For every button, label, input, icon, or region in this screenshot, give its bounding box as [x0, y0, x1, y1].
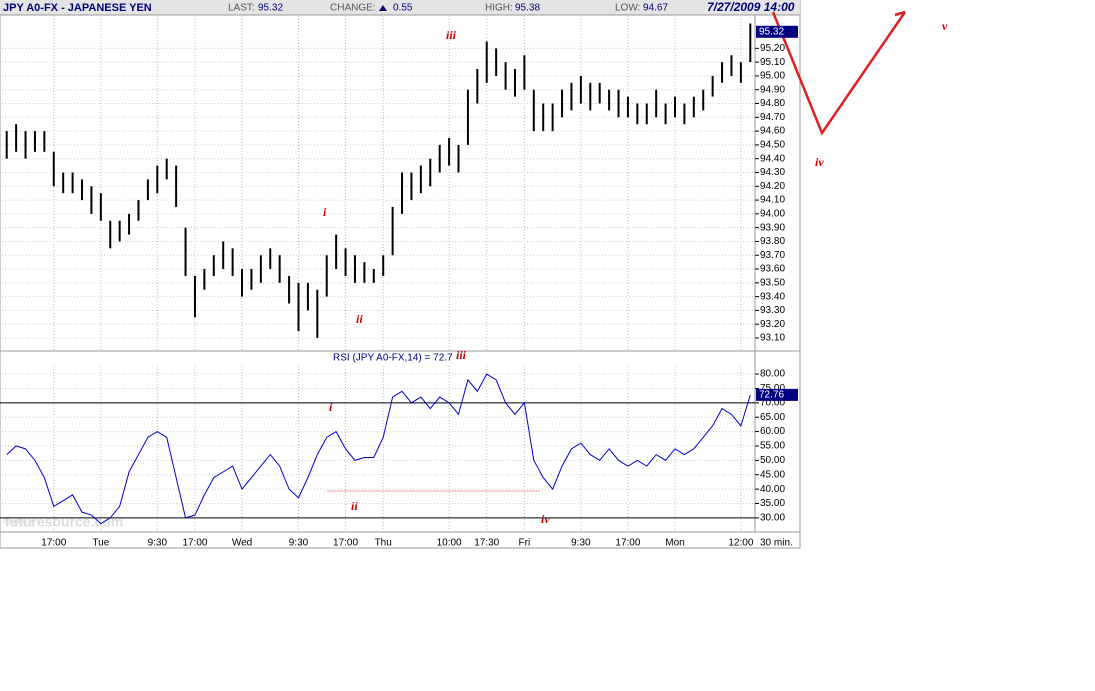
last-box: [756, 388, 798, 401]
last-box-label: 95.32: [759, 26, 784, 37]
x-tick-label: 10:00: [437, 538, 462, 549]
y-tick-label: 94.80: [760, 98, 785, 109]
high-value: 95.38: [515, 3, 540, 14]
y-tick-label: 70.00: [760, 397, 785, 408]
y-tick-label: 93.40: [760, 291, 785, 302]
change-value: 0.55: [393, 3, 413, 14]
y-tick-label: 93.70: [760, 250, 785, 261]
y-tick-label: 94.20: [760, 181, 785, 192]
annotation: i: [323, 205, 327, 219]
annotation: ii: [351, 499, 358, 513]
annotation: ii: [356, 312, 363, 326]
y-tick-label: 30.00: [760, 513, 785, 524]
y-tick-label: 94.00: [760, 209, 785, 220]
last-box: [756, 25, 798, 38]
y-tick-label: 94.70: [760, 112, 785, 123]
last-value: 95.32: [258, 3, 283, 14]
annotation: iii: [456, 348, 467, 362]
x-tick-label: Mon: [665, 538, 684, 549]
y-tick-label: 95.20: [760, 43, 785, 54]
frame: [0, 0, 801, 549]
y-tick-label: 94.30: [760, 167, 785, 178]
x-tick-label: 9:30: [571, 538, 591, 549]
y-tick-label: 65.00: [760, 412, 785, 423]
drawn-arrow: [894, 10, 906, 17]
x-tick-label: Tue: [92, 538, 109, 549]
last-label: LAST:: [228, 3, 255, 14]
annotation: iii: [446, 28, 457, 42]
x-tick-label: Fri: [519, 538, 531, 549]
high-label: HIGH:: [485, 3, 513, 14]
watermark-brand: futuresource.com: [5, 514, 123, 530]
y-tick-label: 40.00: [760, 484, 785, 495]
y-tick-label: 93.50: [760, 277, 785, 288]
x-tick-label: Thu: [375, 538, 392, 549]
y-tick-label: 93.80: [760, 236, 785, 247]
x-tick-label: Wed: [232, 538, 252, 549]
y-tick-label: 94.50: [760, 140, 785, 151]
x-tick-label: 17:00: [182, 538, 207, 549]
x-axis-label: 30 min.: [760, 538, 793, 549]
y-tick-label: 94.40: [760, 153, 785, 164]
header-datetime: 7/27/2009 14:00: [707, 0, 795, 14]
x-tick-label: 17:00: [41, 538, 66, 549]
annotation: i: [329, 400, 333, 414]
y-tick-label: 75.00: [760, 383, 785, 394]
y-tick-label: 93.10: [760, 333, 785, 344]
y-tick-label: 93.90: [760, 222, 785, 233]
watermark-powered: Powered by: [3, 520, 35, 526]
y-tick-label: 93.60: [760, 264, 785, 275]
x-tick-label: 17:00: [615, 538, 640, 549]
rsi-line: [6, 373, 751, 525]
up-arrow: [379, 5, 387, 11]
x-tick-label: 9:30: [289, 538, 309, 549]
y-tick-label: 93.20: [760, 319, 785, 330]
annotation: iv: [541, 512, 550, 526]
x-tick-label: 17:30: [474, 538, 499, 549]
y-tick-label: 93.30: [760, 305, 785, 316]
low-label: LOW:: [615, 3, 640, 14]
y-tick-label: 60.00: [760, 426, 785, 437]
panel-title: RSI (JPY A0-FX,14) = 72.7: [333, 353, 453, 364]
y-tick-label: 95.00: [760, 71, 785, 82]
low-value: 94.67: [643, 3, 668, 14]
y-tick-label: 35.00: [760, 498, 785, 509]
y-tick-label: 94.60: [760, 126, 785, 137]
y-tick-label: 45.00: [760, 469, 785, 480]
y-tick-label: 94.90: [760, 84, 785, 95]
header-bar: [0, 0, 800, 15]
annotation: iv: [815, 155, 824, 169]
x-tick-label: 12:00: [728, 538, 753, 549]
y-tick-label: 94.10: [760, 195, 785, 206]
change-label: CHANGE:: [330, 3, 376, 14]
y-tick-label: 95.10: [760, 57, 785, 68]
y-tick-label: 55.00: [760, 441, 785, 452]
drawn-wave: [771, 11, 907, 136]
y-tick-label: 80.00: [760, 369, 785, 380]
header-title: JPY A0-FX - JAPANESE YEN: [3, 2, 152, 14]
annotation: v: [942, 19, 948, 33]
x-tick-label: 9:30: [148, 538, 168, 549]
y-tick-label: 50.00: [760, 455, 785, 466]
last-box-label: 72.76: [759, 390, 784, 401]
x-tick-label: 17:00: [333, 538, 358, 549]
